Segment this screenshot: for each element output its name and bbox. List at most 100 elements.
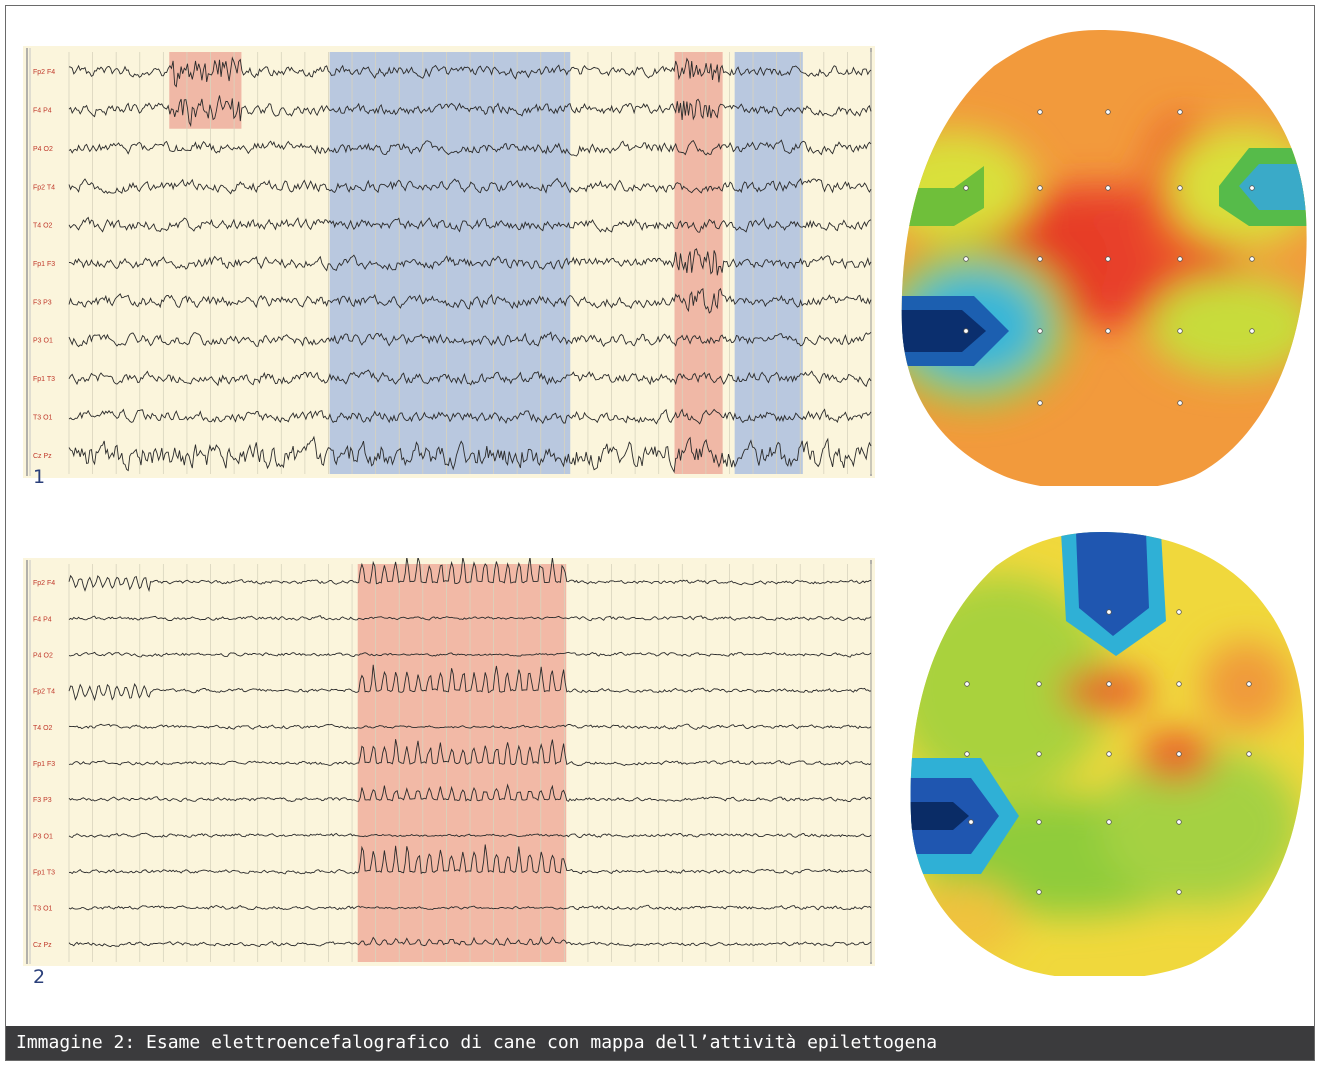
electrode-dot <box>1105 109 1111 115</box>
electrode-dot <box>1037 328 1043 334</box>
eeg-trace <box>68 936 872 948</box>
electrode-dot <box>968 819 974 825</box>
panel-number-2: 2 <box>33 966 46 988</box>
channel-label: F4 P4 <box>33 616 52 623</box>
activity-blob <box>1061 669 1151 713</box>
activity-blob <box>1101 746 1301 906</box>
channel-label: Cz Pz <box>33 453 52 460</box>
activity-blob <box>1149 276 1307 376</box>
highlight-region <box>734 52 803 474</box>
channel-label: Fp1 T3 <box>33 376 55 383</box>
eeg-trace <box>68 139 872 157</box>
eeg-trace <box>68 664 872 702</box>
channel-label: Fp1 F3 <box>33 261 55 268</box>
eeg-topographic-map-1 <box>901 30 1307 486</box>
electrode-dot <box>1176 889 1182 895</box>
panel-number-1: 1 <box>33 466 46 488</box>
channel-label: Fp2 F4 <box>33 69 55 76</box>
heatmap <box>910 532 1305 976</box>
activity-core <box>901 310 986 352</box>
electrode-dot <box>1177 328 1183 334</box>
figure-caption: Immagine 2: Esame elettroencefalografico… <box>16 1032 938 1053</box>
eeg-trace <box>68 331 872 348</box>
electrode-dot <box>1246 681 1252 687</box>
channel-label: P4 O2 <box>33 652 53 659</box>
eeg-topographic-map-2 <box>910 532 1305 976</box>
electrode-dot <box>1105 185 1111 191</box>
highlight-region <box>329 52 571 474</box>
electrode-dot <box>1176 751 1182 757</box>
electrode-dot <box>1249 256 1255 262</box>
electrode-dot <box>1105 328 1111 334</box>
channel-label: Fp1 F3 <box>33 761 55 768</box>
eeg-trace <box>68 369 872 388</box>
eeg-trace <box>68 739 872 767</box>
electrode-dot <box>1036 819 1042 825</box>
electrode-dot <box>963 256 969 262</box>
electrode-dot <box>1037 109 1043 115</box>
channel-label: F3 P3 <box>33 299 52 306</box>
eeg-trace <box>68 56 872 88</box>
eeg-trace <box>68 287 872 314</box>
channel-label: Fp2 F4 <box>33 580 55 587</box>
eeg-trace <box>68 408 872 425</box>
activity-blob <box>1201 641 1291 731</box>
channel-label: Fp2 T4 <box>33 689 55 696</box>
eeg-recording-panel-1: Fp2 F4 F4 P4 P4 O2 Fp2 T4 T4 O2 Fp1 F3 F3 P3 P3… <box>23 46 875 478</box>
electrode-dot <box>1176 609 1182 615</box>
eeg-recording-panel-2: Fp2 F4 F4 P4 P4 O2 Fp2 T4 T4 O2 Fp1 F3 F3 P3 P3… <box>23 558 875 966</box>
electrode-dot <box>1106 751 1112 757</box>
electrode-dot <box>964 681 970 687</box>
channel-label: T4 O2 <box>33 223 53 230</box>
electrode-dot <box>1036 751 1042 757</box>
electrode-dot <box>1037 185 1043 191</box>
channel-label: T4 O2 <box>33 725 53 732</box>
eeg-trace <box>68 904 872 911</box>
eeg-trace <box>68 832 872 839</box>
electrode-dot <box>1037 400 1043 406</box>
electrode-dot <box>1176 681 1182 687</box>
eeg-trace <box>68 216 872 233</box>
eeg-trace <box>68 651 872 658</box>
channel-label: T3 O1 <box>33 906 53 913</box>
eeg-trace <box>68 435 872 474</box>
eeg-trace <box>68 248 872 276</box>
channel-label: Fp2 T4 <box>33 184 55 191</box>
electrode-dot <box>1177 185 1183 191</box>
eeg-trace <box>68 615 872 622</box>
channel-label: F4 P4 <box>33 108 52 115</box>
electrode-dot <box>1106 609 1112 615</box>
electrode-dot <box>1249 185 1255 191</box>
highlight-region <box>357 564 567 962</box>
electrode-dot <box>964 751 970 757</box>
eeg-trace <box>68 844 872 875</box>
electrode-dot <box>1177 400 1183 406</box>
channel-label: F3 P3 <box>33 797 52 804</box>
channel-label: P3 O1 <box>33 833 53 840</box>
electrode-dot <box>1249 328 1255 334</box>
electrode-dot <box>1036 681 1042 687</box>
activity-core <box>1076 532 1149 636</box>
electrode-dot <box>1177 109 1183 115</box>
electrode-dot <box>1106 819 1112 825</box>
eeg-trace <box>68 177 872 195</box>
electrode-dot <box>1105 256 1111 262</box>
eeg-trace <box>68 783 872 802</box>
channel-label: T3 O1 <box>33 414 53 421</box>
channel-label: Fp1 T3 <box>33 870 55 877</box>
activity-blob <box>910 881 1021 961</box>
channel-label: Cz Pz <box>33 942 52 949</box>
activity-blob <box>1138 731 1214 781</box>
activity-core <box>910 802 969 830</box>
electrode-dot <box>963 328 969 334</box>
eeg-trace <box>68 95 872 128</box>
channel-label: P4 O2 <box>33 146 53 153</box>
electrode-dot <box>1177 256 1183 262</box>
heatmap <box>901 30 1307 486</box>
caption-bar: Immagine 2: Esame elettroencefalografico… <box>6 1026 1314 1060</box>
eeg-trace <box>68 723 872 730</box>
electrode-dot <box>1036 889 1042 895</box>
figure-frame: Fp2 F4 F4 P4 P4 O2 Fp2 T4 T4 O2 Fp1 F3 F3 P3 P3… <box>5 5 1315 1061</box>
electrode-dot <box>1037 256 1043 262</box>
electrode-dot <box>1106 681 1112 687</box>
